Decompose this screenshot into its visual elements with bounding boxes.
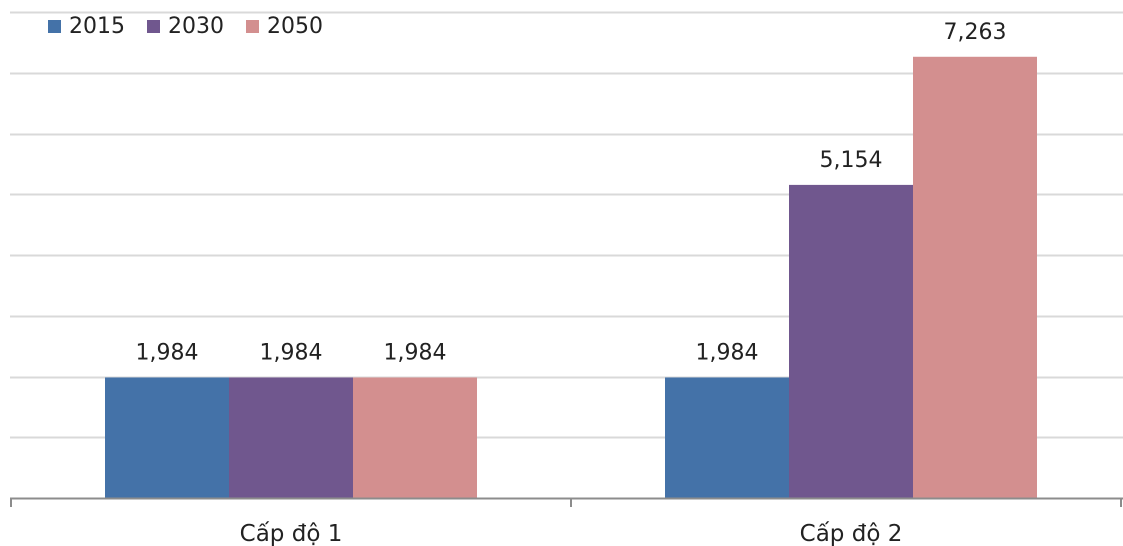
bar-2050-1	[353, 377, 477, 498]
legend-swatch-2015	[48, 20, 61, 33]
bar-2050-2	[913, 56, 1037, 498]
legend-item-2015: 2015	[48, 14, 125, 39]
data-label-2030-1: 1,984	[260, 340, 323, 365]
x-tick-label-2: Cấp độ 2	[800, 521, 903, 546]
data-label-2030-2: 5,154	[820, 148, 883, 173]
legend: 2015 2030 2050	[48, 14, 345, 39]
legend-item-2050: 2050	[246, 14, 323, 39]
data-label-2015-2: 1,984	[696, 340, 759, 365]
legend-swatch-2050	[246, 20, 259, 33]
legend-label-2050: 2050	[267, 14, 323, 39]
legend-label-2015: 2015	[69, 14, 125, 39]
legend-item-2030: 2030	[147, 14, 224, 39]
bar-2015-1	[105, 377, 229, 498]
data-label-2015-1: 1,984	[136, 340, 199, 365]
data-label-2050-1: 1,984	[384, 340, 447, 365]
legend-swatch-2030	[147, 20, 160, 33]
x-tick-label-1: Cấp độ 1	[240, 521, 343, 546]
bar-2030-1	[229, 377, 353, 498]
bar-2030-2	[789, 184, 913, 498]
legend-label-2030: 2030	[168, 14, 224, 39]
bar-2015-2	[665, 377, 789, 498]
data-label-2050-2: 7,263	[944, 20, 1007, 45]
